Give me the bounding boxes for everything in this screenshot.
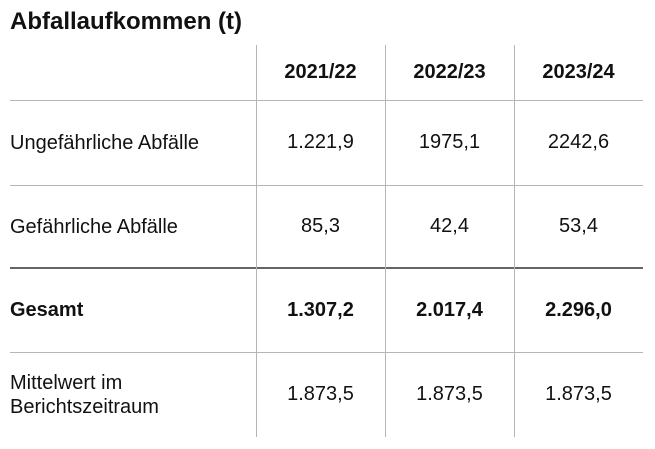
column-divider <box>256 45 257 437</box>
cell: 1.873,5 <box>545 383 612 405</box>
cell: 2.017,4 <box>416 298 483 321</box>
column-divider <box>514 45 515 437</box>
cell: 53,4 <box>559 215 598 237</box>
cell: 1.873,5 <box>287 383 354 405</box>
cell: 1.873,5 <box>416 383 483 405</box>
row-label: Ungefährliche Abfälle <box>10 131 200 154</box>
header-cell: 2023/24 <box>542 61 615 83</box>
cell: 1.307,2 <box>287 298 354 321</box>
header-cell: 2022/23 <box>413 61 486 83</box>
cell: 1.221,9 <box>287 131 354 153</box>
cell: 2242,6 <box>547 131 610 153</box>
total-divider <box>10 267 643 269</box>
header-cell: 2021/22 <box>284 61 357 83</box>
cell: 2.296,0 <box>545 298 612 321</box>
title: Abfallaufkommen (t) <box>10 8 243 35</box>
cell: 42,4 <box>430 215 469 237</box>
row-label: Gesamt <box>10 299 84 321</box>
row-divider <box>10 185 643 186</box>
row-label: Mittelwert im Berichtszeitraum <box>10 371 159 418</box>
row-divider <box>10 100 643 101</box>
column-divider <box>385 45 386 437</box>
row-label: Gefährliche Abfälle <box>10 215 178 238</box>
cell: 1975,1 <box>418 131 481 153</box>
cell: 85,3 <box>301 215 340 237</box>
row-divider <box>10 352 643 353</box>
